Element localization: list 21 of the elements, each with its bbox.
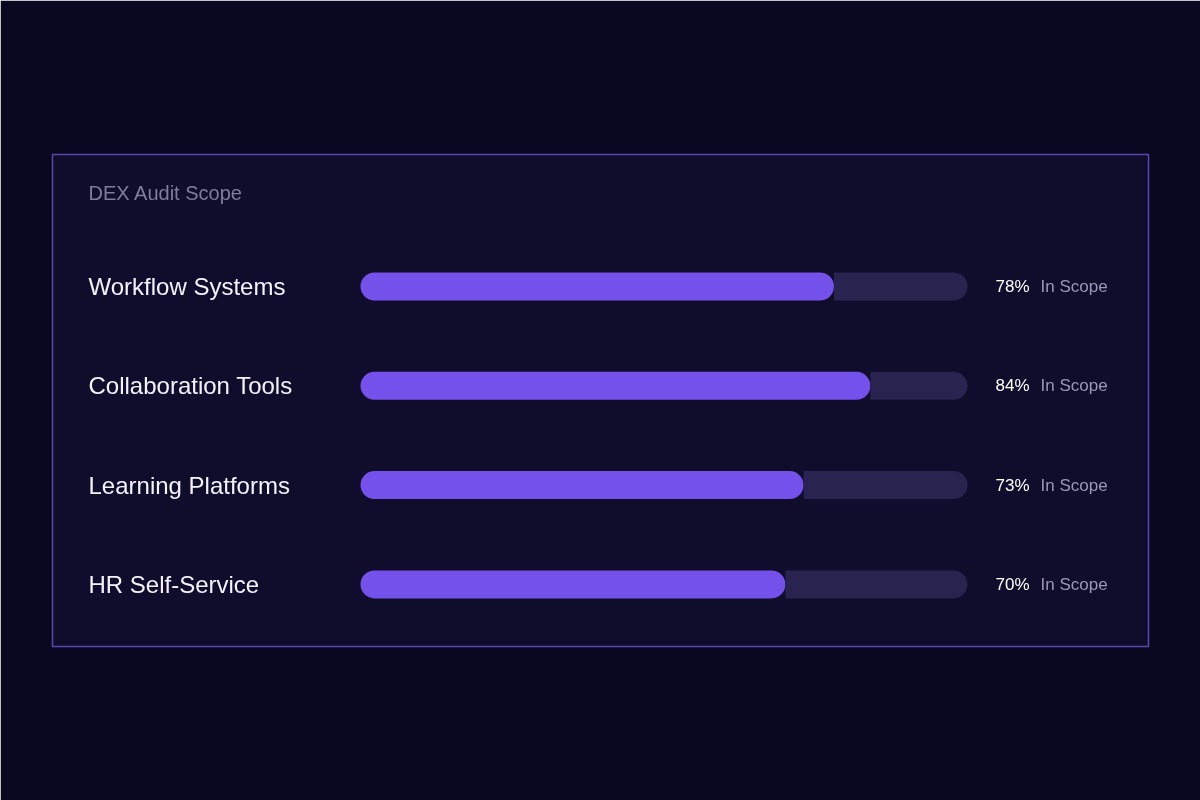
y-tick-label: Collaboration Tools xyxy=(88,372,293,400)
y-tick-label: Workflow Systems xyxy=(88,273,286,300)
y-tick-label: HR Self-Service xyxy=(88,570,260,598)
text: In Scope xyxy=(1040,574,1108,594)
bar xyxy=(803,471,968,500)
text: In Scope xyxy=(1040,277,1108,296)
data-label: 84% xyxy=(995,376,1030,396)
text: In Scope xyxy=(1040,376,1108,396)
y-tick-label: Learning Platforms xyxy=(88,471,290,499)
data-label: 70% xyxy=(995,574,1030,594)
text: In Scope xyxy=(1040,475,1108,495)
bar xyxy=(360,371,871,400)
bar xyxy=(360,471,804,500)
bar xyxy=(870,371,968,400)
bar xyxy=(785,570,968,599)
bar xyxy=(360,272,834,301)
bar xyxy=(360,570,786,599)
data-label: 78% xyxy=(995,277,1030,296)
data-label: 73% xyxy=(995,475,1030,495)
bar xyxy=(833,272,968,301)
text: DEX Audit Scope xyxy=(88,181,242,204)
